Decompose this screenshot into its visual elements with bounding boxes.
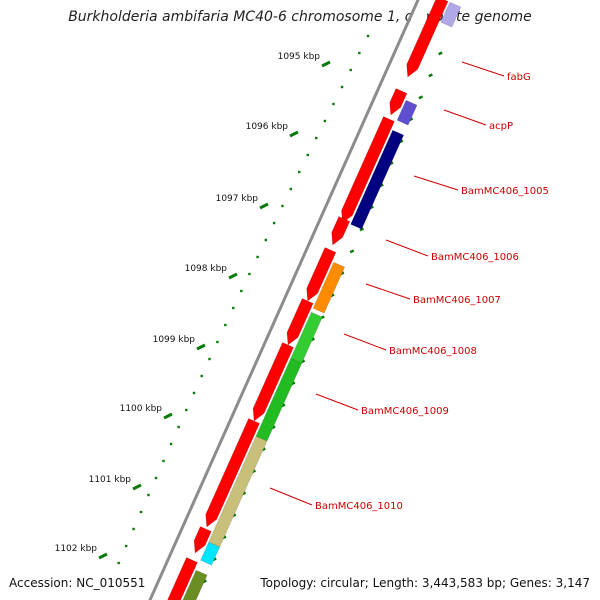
minor-tick — [349, 68, 352, 72]
backbone-ring — [148, 0, 434, 600]
minor-tick — [147, 493, 150, 497]
minor-tick — [185, 408, 188, 412]
backbone-outer-edge — [148, 0, 420, 600]
small-rna-feature — [200, 541, 221, 566]
gene-label-BamMC406_1008[interactable]: BamMC406_1008 — [389, 346, 477, 357]
genome-summary: Topology: circular; Length: 3,443,583 bp… — [260, 576, 590, 590]
tick-label: 1095 kbp — [278, 52, 321, 62]
major-tick — [163, 412, 173, 420]
gene-leader-line — [461, 61, 505, 77]
minor-tick — [256, 255, 259, 259]
gene-leader-line — [385, 239, 429, 257]
minor-tick — [323, 119, 327, 123]
minor-tick — [272, 221, 276, 225]
gene-label-BamMC406_1010[interactable]: BamMC406_1010 — [315, 501, 403, 512]
gene-leader-line — [315, 393, 359, 411]
major-tick — [321, 60, 331, 68]
minor-tick — [232, 306, 235, 310]
gene-label-acpP[interactable]: acpP — [489, 121, 513, 132]
minor-tick — [248, 272, 251, 276]
BamMC406_1007-feature — [312, 261, 346, 314]
scale-ticks: 1095 kbp 1096 kbp 1097 kbp 1098 kbp 1099 kbp… — [55, 34, 443, 584]
forward-cds-arrow — [167, 556, 198, 600]
forward-cds-arrow — [306, 246, 337, 302]
gene-leader-line — [269, 487, 313, 506]
minor-tick — [315, 136, 318, 140]
minor-tick — [224, 323, 227, 327]
backbone — [148, 0, 434, 600]
accession-text: Accession: NC_010551 — [9, 576, 146, 590]
minor-tick — [240, 289, 243, 293]
forward-cds-arrow — [331, 215, 351, 246]
minor-tick — [306, 153, 309, 157]
tick-label: 1099 kbp — [153, 335, 196, 345]
tick-label: 1098 kbp — [185, 264, 228, 274]
major-tick — [196, 343, 206, 351]
inner-tick — [359, 227, 365, 232]
major-tick — [259, 202, 269, 210]
minor-tick — [332, 102, 335, 106]
minor-tick — [132, 527, 135, 531]
major-tick — [98, 552, 108, 560]
minor-tick — [154, 476, 158, 480]
minor-tick — [366, 34, 370, 38]
tick-label: 1097 kbp — [216, 194, 259, 204]
inner-tick — [418, 95, 424, 100]
tick-label: 1101 kbp — [89, 475, 132, 485]
gene-label-BamMC406_1009[interactable]: BamMC406_1009 — [361, 406, 449, 417]
fabG-feature — [440, 1, 462, 28]
minor-tick — [281, 204, 284, 208]
gene-leader-line — [343, 333, 387, 351]
minor-tick — [192, 391, 196, 395]
gene-leader-line — [365, 283, 411, 300]
gene-label-BamMC406_1006[interactable]: BamMC406_1006 — [431, 252, 519, 263]
minor-tick — [298, 170, 301, 174]
inner-tick — [349, 249, 355, 254]
major-tick — [228, 272, 238, 280]
major-tick — [289, 130, 299, 138]
inner-tick — [438, 51, 443, 56]
forward-cds-arrow — [193, 525, 212, 554]
forward-cds-arrow — [406, 0, 449, 78]
minor-tick — [264, 238, 268, 242]
major-tick — [132, 483, 142, 491]
feature-tracks — [167, 0, 462, 600]
minor-tick — [139, 510, 143, 514]
minor-tick — [162, 459, 165, 463]
gene-labels: fabG acpP BamMC406_1005 BamMC406_1006 BamMC4… — [269, 61, 549, 512]
forward-cds-arrow — [341, 115, 395, 224]
minor-tick — [117, 561, 120, 565]
forward-cds-arrow — [286, 297, 314, 346]
backbone-band — [152, 0, 434, 600]
minor-tick — [124, 544, 128, 548]
gene-leader-line — [413, 175, 459, 191]
inner-tick — [428, 73, 433, 78]
forward-cds-arrow — [389, 87, 408, 116]
minor-tick — [169, 442, 173, 446]
minor-tick — [358, 51, 361, 55]
BamMC406_1005-feature — [350, 129, 405, 230]
minor-tick — [216, 340, 219, 344]
minor-tick — [340, 85, 344, 89]
forward-cds-arrow — [205, 417, 261, 528]
forward-cds-arrow — [252, 341, 295, 422]
tick-label: 1100 kbp — [120, 404, 163, 414]
tick-label: 1102 kbp — [55, 544, 98, 554]
tick-label: 1096 kbp — [246, 122, 289, 132]
gene-label-BamMC406_1005[interactable]: BamMC406_1005 — [461, 186, 549, 197]
acpP-feature — [396, 99, 418, 126]
minor-tick — [208, 357, 211, 361]
minor-tick — [200, 374, 203, 378]
minor-tick — [177, 425, 180, 429]
minor-tick — [289, 187, 293, 191]
olive-feature — [182, 569, 208, 600]
gene-leader-line — [443, 109, 487, 126]
gene-label-BamMC406_1007[interactable]: BamMC406_1007 — [413, 295, 501, 306]
gene-label-fabG[interactable]: fabG — [507, 72, 531, 83]
